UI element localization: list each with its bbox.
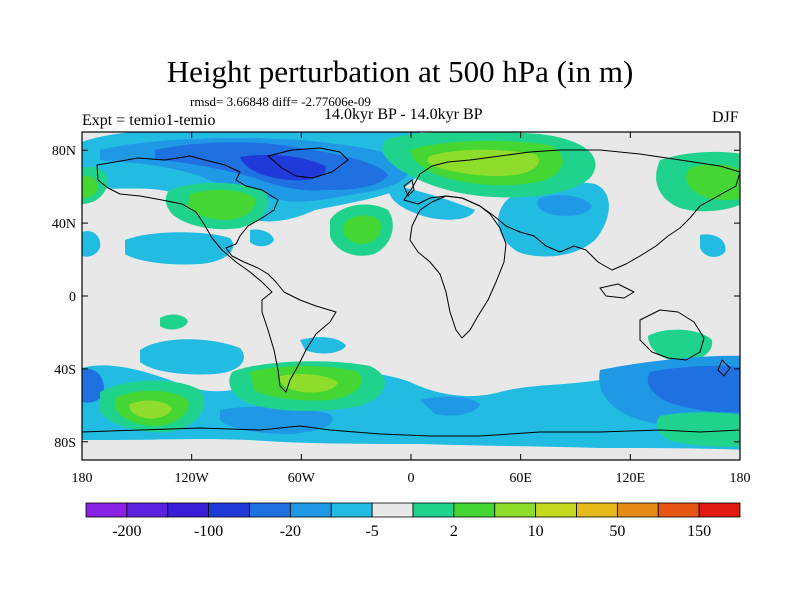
colorbar-swatch <box>657 502 700 518</box>
colorbar-swatch <box>412 502 455 518</box>
latitude-axis: 80N 40N 0 40S 80S <box>52 144 740 451</box>
colorbar-label: -5 <box>365 523 378 540</box>
colorbar-swatch <box>126 502 169 518</box>
colorbar-swatch <box>576 502 618 518</box>
season-label: DJF <box>712 109 739 126</box>
lon-label: 60W <box>288 471 316 486</box>
coastline-eurasia <box>403 149 740 271</box>
lon-label: 60E <box>509 471 532 486</box>
contour-cyan-west-pacific <box>700 234 726 257</box>
contour-light-blue-asia <box>537 195 592 216</box>
contour-yellow-green-eurasia <box>427 149 539 177</box>
colorbar-label: -200 <box>112 523 141 540</box>
contour-blue-south-pacific <box>647 365 740 413</box>
colorbar-swatch <box>85 502 128 518</box>
contour-green-atlantic <box>342 215 381 244</box>
contour-green-dateline <box>82 175 98 198</box>
contour-cyan-east-pacific <box>125 232 234 265</box>
longitude-axis: 180 120W 60W 0 60E 120E 180 <box>72 132 751 486</box>
colorbar-swatch <box>289 502 332 518</box>
lon-label: 120W <box>175 471 210 486</box>
height-field <box>82 132 740 460</box>
coastlines <box>82 147 740 437</box>
map-title: Height perturbation at 500 hPa (in m) <box>166 54 634 89</box>
lat-label: 40N <box>52 217 76 232</box>
contour-light-blue-south-america <box>220 406 333 434</box>
colorbar-swatch <box>167 502 210 518</box>
contour-blue-dateline-south <box>82 369 105 403</box>
colorbar-swatch <box>249 502 291 518</box>
lat-label: 40S <box>54 363 76 378</box>
colorbar-label: 2 <box>450 523 458 540</box>
stats-label: rmsd= 3.66848 diff= -2.77606e-09 <box>190 94 371 109</box>
contour-teal-south-pacific-east <box>656 412 740 447</box>
colorbar-swatch <box>453 502 496 518</box>
lon-label: 120E <box>616 471 646 486</box>
colorbar <box>85 502 741 518</box>
coastline-british-isles <box>403 179 415 197</box>
coastline-australia <box>639 309 705 361</box>
colorbar-swatch <box>535 502 577 518</box>
coastline-indonesia <box>599 283 635 299</box>
contour-green-pacific <box>188 189 256 220</box>
colorbar-swatch <box>616 502 659 518</box>
colorbar-label: 50 <box>609 523 625 540</box>
colorbar-swatch <box>494 502 537 518</box>
contour-cyan-caribbean <box>250 229 274 247</box>
coastline-new-zealand <box>717 359 731 377</box>
colorbar-swatch <box>208 502 250 518</box>
contour-yellow-green-south-atlantic <box>279 374 338 393</box>
lon-label: 0 <box>408 471 415 486</box>
coastline-antarctica <box>82 425 740 437</box>
lat-label: 0 <box>69 290 76 305</box>
coastline-americas <box>96 155 337 393</box>
contour-light-blue-south-atlantic <box>420 396 480 416</box>
experiment-label: Expt = temio1-temio <box>82 112 216 129</box>
colorbar-swatch <box>330 502 373 518</box>
colorbar-swatch <box>371 502 414 518</box>
lon-label: 180 <box>72 471 93 486</box>
lon-label: 180 <box>730 471 751 486</box>
lat-label: 80N <box>52 144 76 159</box>
colorbar-swatch <box>698 502 741 518</box>
coastline-greenland <box>267 147 349 179</box>
colorbar-labels: -200 -100 -20 -5 2 10 50 150 <box>112 523 711 540</box>
contour-cyan-south-pacific <box>140 339 244 375</box>
period-label: 14.0kyr BP - 14.0kyr BP <box>324 106 483 123</box>
colorbar-label: -20 <box>280 523 301 540</box>
contour-dark-blue-north-america <box>240 154 326 181</box>
colorbar-label: 10 <box>528 523 544 540</box>
contour-cyan-west-edge <box>82 230 101 257</box>
colorbar-label: -100 <box>194 523 223 540</box>
contour-yellow-green-southwest-pacific <box>129 400 172 419</box>
lat-label: 80S <box>54 436 76 451</box>
colorbar-label: 150 <box>687 523 711 540</box>
contour-teal-tropical-pacific <box>160 314 188 330</box>
